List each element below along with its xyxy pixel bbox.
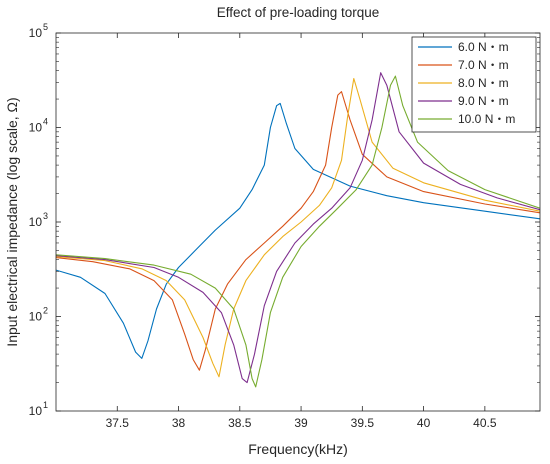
chart-title: Effect of pre-loading torque xyxy=(217,5,380,20)
legend-label-3: 8.0 N・m xyxy=(458,76,509,90)
x-tick-label: 39 xyxy=(294,416,308,430)
legend: 6.0 N・m 7.0 N・m 8.0 N・m 9.0 N・m 10.0 N・m xyxy=(411,36,537,133)
y-axis-label: Input electrical impedance (log scale, Ω… xyxy=(4,97,20,346)
x-tick-label: 40.5 xyxy=(473,416,497,430)
x-tick-label: 37.5 xyxy=(106,416,130,430)
series-line-3 xyxy=(56,77,540,378)
x-tick-label: 38.5 xyxy=(228,416,252,430)
y-tick-exponent: 1 xyxy=(43,400,48,410)
y-tick-label: 10 xyxy=(29,310,43,324)
y-tick-exponent: 2 xyxy=(43,306,48,316)
legend-label-4: 9.0 N・m xyxy=(458,94,509,108)
y-tick-label: 10 xyxy=(29,404,43,418)
x-axis-label: Frequency(kHz) xyxy=(248,441,348,457)
series-line-5 xyxy=(56,75,540,388)
y-tick-label: 10 xyxy=(29,215,43,229)
x-axis: 37.5 38 38.5 39 39.5 40 40.5 xyxy=(106,33,497,430)
x-tick-label: 40 xyxy=(417,416,431,430)
y-tick-label: 10 xyxy=(29,26,43,40)
legend-label-2: 7.0 N・m xyxy=(458,58,509,72)
series-layer xyxy=(56,72,540,388)
series-line-1 xyxy=(56,102,540,359)
y-tick-exponent: 3 xyxy=(43,211,48,221)
legend-label-1: 6.0 N・m xyxy=(458,40,509,54)
y-tick-exponent: 5 xyxy=(43,22,48,32)
x-tick-label: 39.5 xyxy=(351,416,375,430)
series-line-2 xyxy=(56,91,540,371)
y-tick-exponent: 4 xyxy=(43,117,48,127)
legend-box xyxy=(411,36,537,133)
x-tick-label: 38 xyxy=(172,416,186,430)
legend-label-5: 10.0 N・m xyxy=(458,112,515,126)
y-tick-label: 10 xyxy=(29,121,43,135)
series-line-4 xyxy=(56,72,540,384)
